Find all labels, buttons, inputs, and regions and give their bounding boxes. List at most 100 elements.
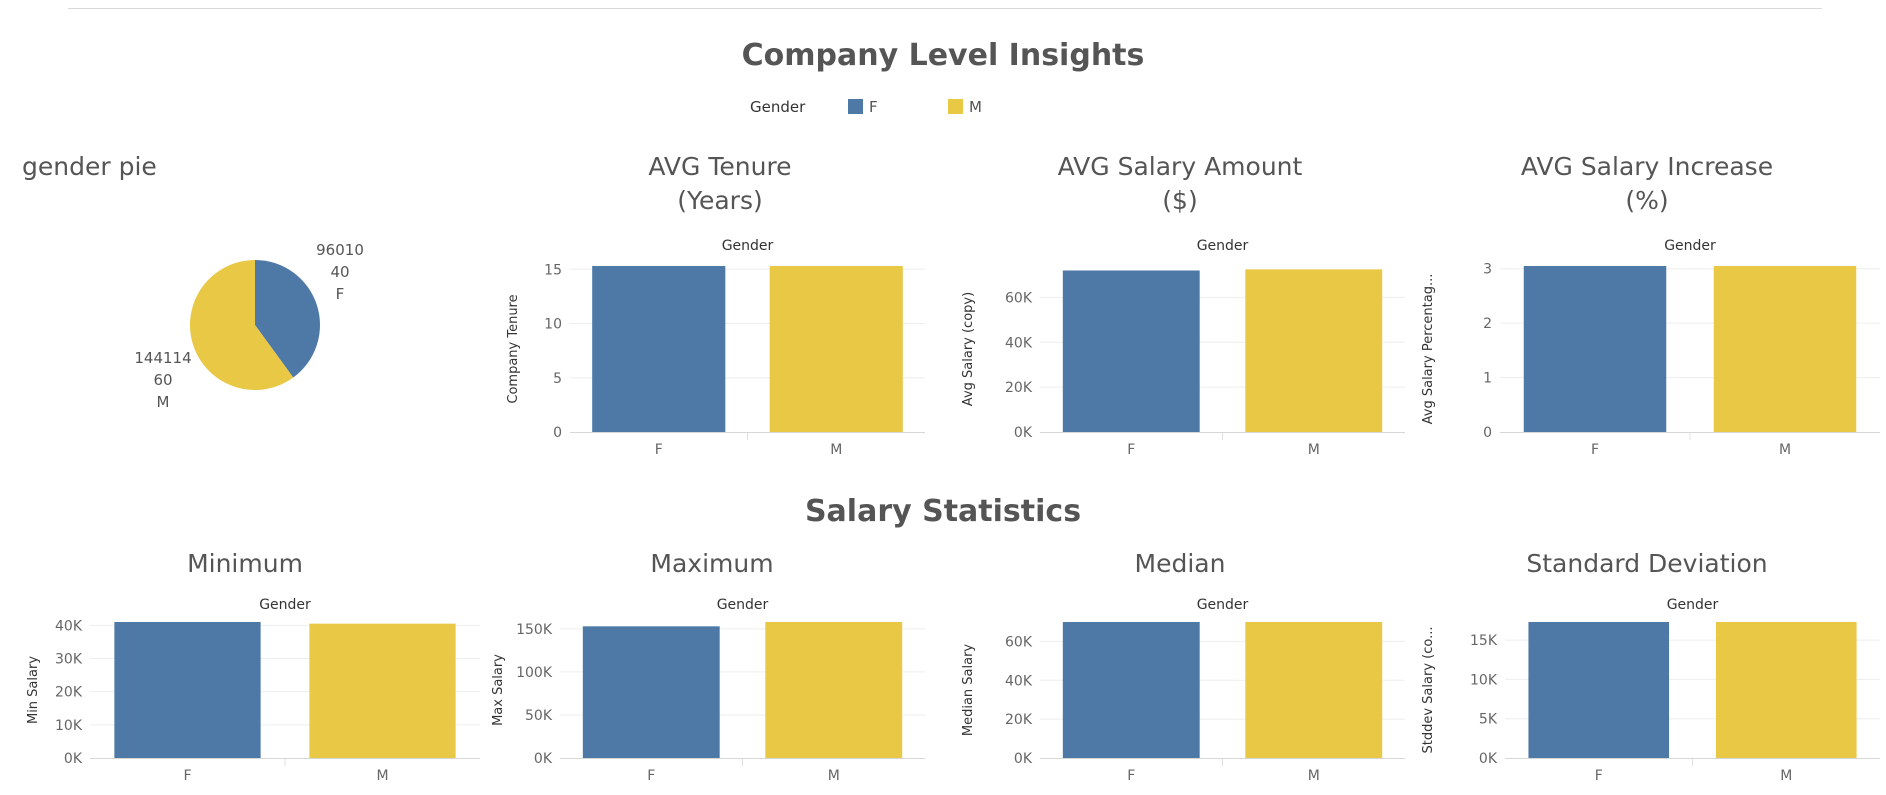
- median-salary-ytick-label: 20K: [1005, 712, 1033, 728]
- avg-tenure-svg: Gender 0 5 10 15 F M Company Tenure: [506, 238, 925, 458]
- avg-salary-increase-bar-m[interactable]: [1713, 266, 1857, 432]
- pie-slice-f[interactable]: [255, 260, 320, 378]
- stddev-salary-svg: Gender 0K 5K 10K 15K F M Stddev Salary (co...: [1421, 597, 1880, 784]
- median-salary-xtick-label-m: M: [1308, 768, 1320, 784]
- stddev-salary-title: Standard Deviation: [1526, 549, 1768, 578]
- avg-tenure-title: AVG Tenure (Years): [570, 150, 870, 218]
- median-salary-column-header: Gender: [1197, 597, 1249, 613]
- avg-salary-svg: Gender 0K 20K 40K 60K F M Avg Salary (copy): [961, 238, 1405, 458]
- min-salary-xtick-label-m: M: [376, 768, 388, 784]
- min-salary-ytick-label: 40K: [55, 618, 83, 634]
- avg-tenure-bar-f[interactable]: [592, 266, 726, 432]
- max-salary-ytick-label: 100K: [516, 665, 553, 681]
- median-salary-svg: Gender 0K 20K 40K 60K F M Median Salary: [961, 597, 1405, 784]
- top-divider: [68, 8, 1822, 9]
- avg-salary-ytick-label: 40K: [1005, 335, 1033, 351]
- avg-tenure-column-header: Gender: [722, 238, 774, 254]
- stddev-salary-ytick-label: 0K: [1479, 751, 1498, 767]
- median-salary-bar-f[interactable]: [1062, 622, 1200, 758]
- avg-salary-increase-chart: Gender 0 1 2 3 F M Avg Salary Percentag...: [1420, 232, 1880, 462]
- median-salary-bar-m[interactable]: [1245, 622, 1383, 758]
- median-salary-title: Median: [1134, 549, 1226, 578]
- avg-tenure-ytick-label: 5: [553, 371, 562, 387]
- avg-salary-ytick-label: 0K: [1014, 425, 1033, 441]
- avg-tenure-title-line2: (Years): [677, 186, 763, 215]
- dashboard-title: Company Level Insights: [741, 38, 1145, 73]
- max-salary-bar-f[interactable]: [582, 626, 720, 758]
- min-salary-chart: Gender 0K 10K 20K 30K 40K F M Min Salary: [25, 592, 485, 792]
- avg-salary-increase-xtick-label-f: F: [1591, 442, 1599, 458]
- avg-salary-ytick-label: 20K: [1005, 380, 1033, 396]
- avg-salary-ytick-label: 60K: [1005, 290, 1033, 306]
- avg-salary-bar-f[interactable]: [1062, 270, 1200, 432]
- legend-title: Gender: [750, 98, 806, 116]
- avg-tenure-bar-m[interactable]: [769, 266, 903, 432]
- min-salary-xtick-label-f: F: [183, 768, 191, 784]
- avg-tenure-xtick-label-m: M: [830, 442, 842, 458]
- pie-label-m-2: M: [157, 393, 170, 411]
- max-salary-y-axis-label: Max Salary: [491, 654, 506, 726]
- avg-tenure-title-line1: AVG Tenure: [648, 152, 792, 181]
- min-salary-y-axis-label: Min Salary: [26, 656, 41, 724]
- stddev-salary-column-header: Gender: [1667, 597, 1719, 613]
- avg-tenure-ytick-label: 15: [544, 262, 562, 278]
- max-salary-ytick-label: 150K: [516, 622, 553, 638]
- pie-label-f-2: F: [336, 285, 345, 303]
- min-salary-bar-m[interactable]: [309, 623, 456, 758]
- gender-pie-chart: 96010 40 F 144114 60 M: [0, 230, 500, 430]
- avg-salary-bar-m[interactable]: [1245, 269, 1383, 432]
- stddev-salary-xtick-label-m: M: [1780, 768, 1792, 784]
- legend-label-m: M: [969, 98, 982, 116]
- max-salary-chart: Gender 0K 50K 100K 150K F M Max Salary: [490, 592, 930, 792]
- min-salary-ytick-label: 10K: [55, 718, 83, 734]
- median-salary-ytick-label: 60K: [1005, 634, 1033, 650]
- avg-salary-increase-ytick-label: 3: [1483, 262, 1492, 278]
- avg-salary-increase-bar-f[interactable]: [1523, 266, 1667, 432]
- avg-tenure-y-axis-label: Company Tenure: [506, 294, 521, 403]
- median-salary-chart: Gender 0K 20K 40K 60K F M Median Salary: [960, 592, 1410, 792]
- stddev-salary-xtick-label-f: F: [1595, 768, 1603, 784]
- avg-tenure-ytick-label: 0: [553, 425, 562, 441]
- avg-salary-xtick-label-f: F: [1127, 442, 1135, 458]
- avg-salary-column-header: Gender: [1197, 238, 1249, 254]
- min-salary-column-header: Gender: [259, 597, 311, 613]
- legend-label-f: F: [869, 98, 878, 116]
- avg-salary-increase-ytick-label: 1: [1483, 371, 1492, 387]
- salary-statistics-title: Salary Statistics: [804, 494, 1082, 529]
- avg-salary-increase-ytick-label: 2: [1483, 316, 1492, 332]
- pie-chart-title: gender pie: [22, 152, 157, 181]
- avg-salary-increase-title-line1: AVG Salary Increase: [1520, 152, 1774, 181]
- max-salary-xtick-label-f: F: [647, 768, 655, 784]
- avg-salary-increase-ytick-label: 0: [1483, 425, 1492, 441]
- avg-salary-chart: Gender 0K 20K 40K 60K F M Avg Salary (copy): [960, 232, 1410, 462]
- median-salary-ytick-label: 40K: [1005, 673, 1033, 689]
- avg-salary-y-axis-label: Avg Salary (copy): [961, 292, 976, 406]
- max-salary-xtick-label-m: M: [828, 768, 840, 784]
- avg-tenure-ytick-label: 10: [544, 317, 562, 333]
- stddev-salary-ytick-label: 5K: [1479, 712, 1498, 728]
- min-salary-svg: Gender 0K 10K 20K 30K 40K F M Min Salary: [26, 597, 480, 784]
- stddev-salary-bar-f[interactable]: [1528, 622, 1670, 758]
- stddev-salary-bar-m[interactable]: [1715, 622, 1857, 758]
- pie-label-m-1: 60: [153, 371, 172, 389]
- legend-swatch-f: [848, 99, 863, 114]
- avg-salary-title: AVG Salary Amount ($): [1030, 150, 1330, 218]
- max-salary-bar-m[interactable]: [765, 622, 903, 758]
- avg-salary-title-line2: ($): [1162, 186, 1198, 215]
- min-salary-ytick-label: 0K: [64, 751, 83, 767]
- pie-slice-m[interactable]: [190, 260, 294, 390]
- pie-label-f-1: 40: [330, 263, 349, 281]
- legend-item-m[interactable]: M: [948, 98, 982, 116]
- avg-salary-increase-title-line2: (%): [1625, 186, 1669, 215]
- stddev-salary-ytick-label: 15K: [1470, 633, 1498, 649]
- legend-item-f[interactable]: F: [848, 98, 878, 116]
- stddev-salary-ytick-label: 10K: [1470, 672, 1498, 688]
- stddev-salary-y-axis-label: Stddev Salary (co...: [1421, 627, 1436, 754]
- avg-salary-increase-title: AVG Salary Increase (%): [1497, 150, 1797, 218]
- min-salary-title: Minimum: [187, 549, 303, 578]
- min-salary-bar-f[interactable]: [114, 622, 261, 758]
- avg-salary-increase-column-header: Gender: [1664, 238, 1716, 254]
- avg-tenure-xtick-label-f: F: [655, 442, 663, 458]
- pie-label-m-0: 144114: [134, 349, 191, 367]
- legend-swatch-m: [948, 99, 963, 114]
